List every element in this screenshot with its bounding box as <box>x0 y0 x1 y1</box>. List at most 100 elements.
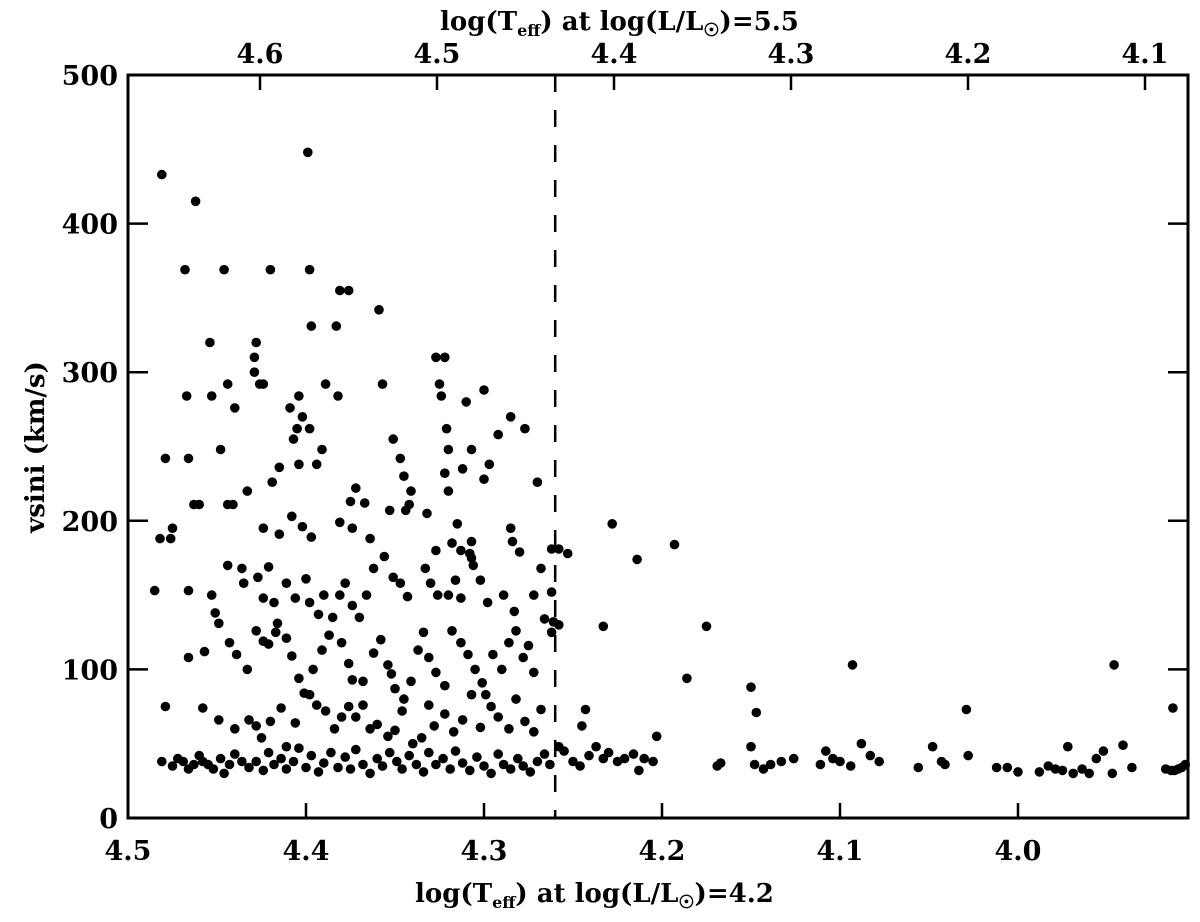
data-point <box>251 721 261 731</box>
y-tick-label: 0 <box>99 804 118 835</box>
data-point <box>580 704 591 715</box>
data-point <box>466 444 477 455</box>
data-point <box>320 706 331 716</box>
data-point <box>336 637 347 648</box>
data-point <box>420 563 431 574</box>
data-point <box>450 575 461 585</box>
data-point <box>479 761 489 771</box>
data-point <box>963 750 973 761</box>
data-point <box>701 621 712 632</box>
data-point <box>445 764 456 774</box>
data-point <box>181 391 192 401</box>
data-point <box>331 321 342 331</box>
y-tick-label: 300 <box>62 358 118 389</box>
data-point <box>258 765 269 776</box>
data-point <box>470 664 480 675</box>
data-point <box>294 743 304 753</box>
sun-symbol: ☉ <box>678 892 694 913</box>
data-point <box>251 756 261 767</box>
bottom-tick-label: 4.4 <box>283 836 330 867</box>
data-point <box>413 645 423 655</box>
data-point <box>504 637 514 648</box>
data-point <box>210 608 220 618</box>
data-point <box>281 764 292 774</box>
data-point <box>265 716 276 727</box>
data-point <box>340 578 351 588</box>
data-point <box>244 762 254 773</box>
data-point <box>351 483 361 493</box>
bottom-axis-title-rest: ) at log(L/L <box>515 879 678 909</box>
data-point <box>639 753 649 764</box>
data-point <box>333 762 343 773</box>
data-point <box>368 648 379 658</box>
data-point <box>258 523 269 533</box>
data-point <box>230 724 240 734</box>
data-point <box>258 593 269 603</box>
data-point <box>432 590 443 600</box>
data-point <box>477 678 488 688</box>
data-point <box>429 721 440 731</box>
data-point <box>475 575 486 585</box>
data-point <box>434 379 445 389</box>
data-point <box>443 590 454 600</box>
data-point <box>329 724 340 734</box>
data-point <box>304 597 315 608</box>
data-point <box>669 539 680 550</box>
data-point <box>311 700 322 710</box>
data-point <box>548 617 559 627</box>
data-point <box>311 459 322 470</box>
data-point <box>424 747 434 758</box>
axis-ticks: 4.5 4.4 4.3 4.2 4.1 4.0 4.6 4.5 4.4 4.3 4.2 4.1 0 100… <box>62 39 1188 867</box>
data-point <box>450 746 461 756</box>
data-point <box>230 749 240 759</box>
data-point <box>306 750 317 761</box>
data-point <box>440 680 450 691</box>
data-point <box>482 597 493 608</box>
data-point <box>465 548 475 559</box>
data-point <box>479 385 489 395</box>
data-point <box>749 759 760 770</box>
data-point <box>457 758 468 768</box>
data-point <box>237 563 247 574</box>
data-point <box>253 572 263 583</box>
data-point <box>406 676 416 687</box>
data-point <box>301 574 311 584</box>
data-point <box>265 264 276 275</box>
top-tick-label: 4.5 <box>414 39 461 70</box>
data-point <box>505 523 516 533</box>
data-point <box>376 634 386 645</box>
data-point <box>397 764 407 774</box>
data-point <box>358 676 368 687</box>
data-point <box>468 560 479 571</box>
data-point <box>167 523 178 533</box>
data-point <box>379 551 390 562</box>
data-point <box>372 753 383 764</box>
data-point <box>493 429 504 440</box>
data-point <box>520 423 530 434</box>
data-point <box>319 590 329 600</box>
data-point <box>347 600 358 611</box>
data-point <box>443 444 454 455</box>
data-point <box>456 637 466 648</box>
data-point <box>598 621 609 632</box>
data-points <box>149 147 1191 779</box>
data-point <box>160 701 171 712</box>
data-point <box>301 762 311 773</box>
data-point <box>457 715 468 725</box>
data-point <box>214 618 224 629</box>
data-point <box>263 562 274 572</box>
data-point <box>383 731 393 742</box>
top-tick-label: 4.6 <box>237 39 284 70</box>
data-point <box>306 532 317 542</box>
data-point <box>532 756 543 767</box>
data-point <box>746 682 756 692</box>
data-point <box>290 593 301 603</box>
data-point <box>297 521 308 532</box>
data-point <box>306 321 317 331</box>
data-point <box>290 718 301 728</box>
data-point <box>1050 764 1061 774</box>
data-point <box>865 750 876 761</box>
data-point <box>386 669 397 679</box>
data-point <box>189 759 199 770</box>
